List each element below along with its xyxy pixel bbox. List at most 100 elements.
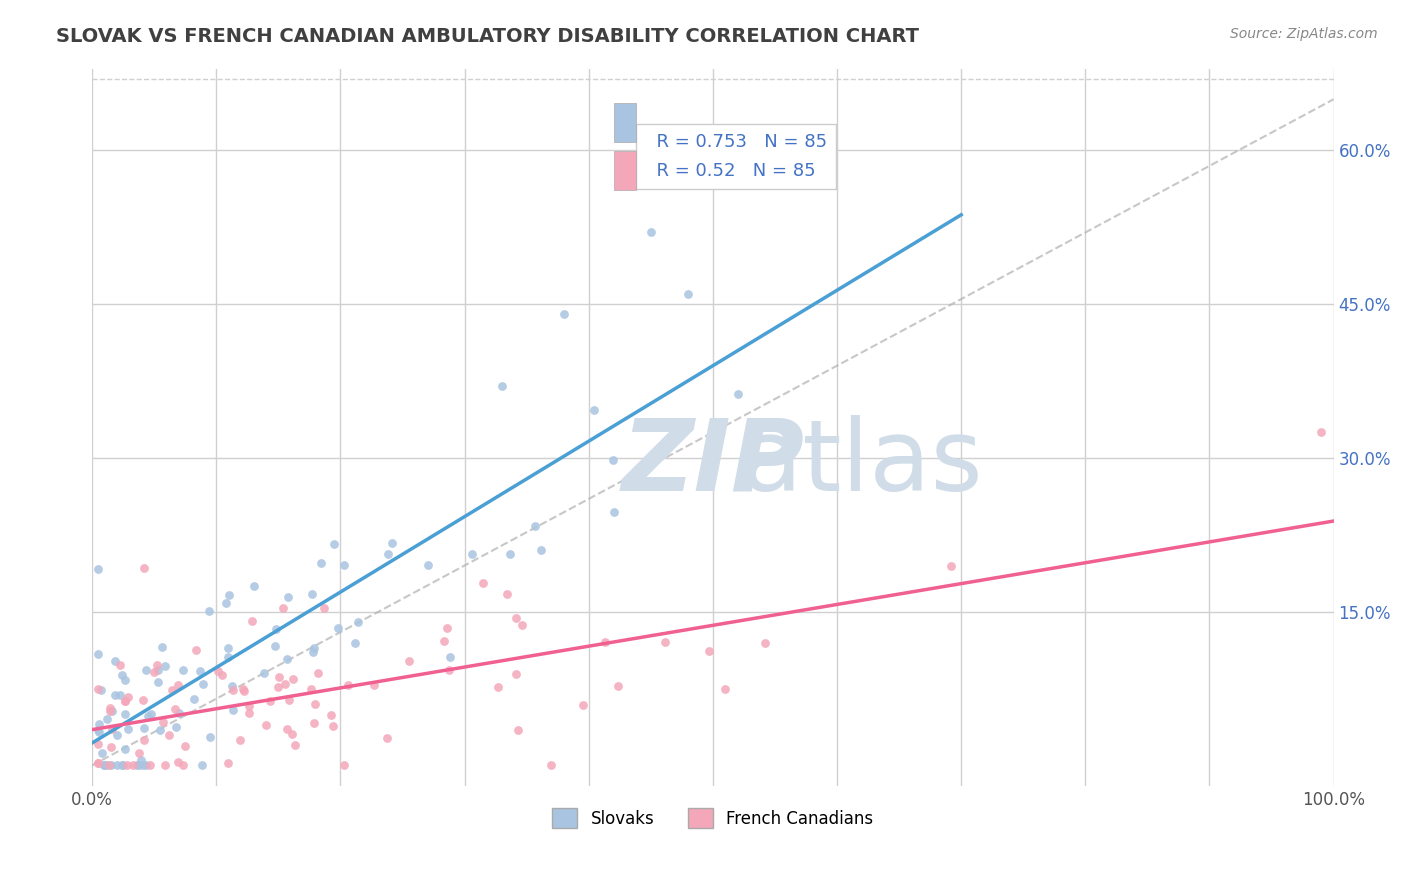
Point <box>142 665 165 680</box>
Text: atlas: atlas <box>741 415 983 511</box>
Point <box>101 722 124 736</box>
Point <box>939 558 962 573</box>
Point <box>238 698 260 713</box>
Point <box>191 677 214 691</box>
Point <box>115 758 138 772</box>
Point <box>111 758 134 772</box>
Point <box>217 640 239 655</box>
Point <box>253 665 276 680</box>
Point <box>93 758 115 772</box>
Point <box>276 652 298 666</box>
Point <box>232 683 254 698</box>
Point <box>121 758 143 772</box>
Point <box>267 670 290 684</box>
Point <box>100 758 122 772</box>
Point <box>238 706 260 721</box>
Point <box>108 689 131 703</box>
Point <box>499 547 522 561</box>
Point <box>322 537 344 551</box>
Point <box>167 706 190 721</box>
Text: Source: ZipAtlas.com: Source: ZipAtlas.com <box>1230 27 1378 41</box>
Point <box>229 733 252 747</box>
Point <box>221 679 243 693</box>
Point <box>505 611 527 625</box>
Point <box>439 663 461 677</box>
Point <box>107 728 129 742</box>
Point <box>572 698 595 712</box>
Point <box>111 758 134 772</box>
Point <box>117 722 139 736</box>
Point <box>273 601 295 615</box>
Point <box>165 720 187 734</box>
Point <box>381 536 404 550</box>
Point <box>211 668 233 682</box>
Point <box>311 556 333 570</box>
Point <box>117 690 139 704</box>
Point <box>416 558 439 572</box>
Point <box>89 725 111 739</box>
Point <box>754 636 776 650</box>
Point <box>1310 425 1333 440</box>
Point <box>301 645 323 659</box>
Point <box>274 677 297 691</box>
Point <box>240 614 263 628</box>
Point <box>530 543 553 558</box>
Point <box>218 588 240 602</box>
Point <box>301 587 323 601</box>
Point <box>186 643 208 657</box>
Point <box>375 731 398 745</box>
Point <box>111 668 134 682</box>
FancyBboxPatch shape <box>613 103 636 143</box>
Point <box>583 403 606 417</box>
Point <box>87 756 110 770</box>
Point <box>344 636 367 650</box>
Point <box>284 738 307 752</box>
Point <box>593 635 616 649</box>
Point <box>714 681 737 696</box>
Point <box>602 453 624 467</box>
Point <box>132 758 155 772</box>
Point <box>322 719 344 733</box>
Point <box>304 640 326 655</box>
Point <box>277 693 299 707</box>
Text: SLOVAK VS FRENCH CANADIAN AMBULATORY DISABILITY CORRELATION CHART: SLOVAK VS FRENCH CANADIAN AMBULATORY DIS… <box>56 27 920 45</box>
Point <box>264 622 287 636</box>
Point <box>553 308 575 322</box>
Point <box>377 547 399 561</box>
Point <box>134 732 156 747</box>
Point <box>107 758 129 772</box>
Point <box>472 575 495 590</box>
Text: ZIP: ZIP <box>621 415 804 511</box>
Point <box>148 674 170 689</box>
Point <box>207 665 229 679</box>
Point <box>152 715 174 730</box>
Point <box>87 737 110 751</box>
Point <box>174 739 197 753</box>
Point <box>155 758 177 772</box>
Point <box>198 730 221 744</box>
Point <box>540 758 562 772</box>
Point <box>110 657 132 672</box>
Point <box>87 716 110 731</box>
Point <box>302 715 325 730</box>
Point <box>160 683 183 698</box>
Point <box>138 758 160 772</box>
Point <box>87 647 110 661</box>
Point <box>87 756 110 770</box>
Point <box>131 752 153 766</box>
Point <box>135 663 157 677</box>
Point <box>727 387 749 401</box>
Point <box>299 682 322 697</box>
Point <box>640 226 662 240</box>
Point <box>486 681 509 695</box>
Point <box>436 621 458 635</box>
Point <box>114 694 136 708</box>
Point <box>87 723 110 738</box>
Point <box>398 654 420 668</box>
Point <box>221 683 243 698</box>
Point <box>433 634 456 648</box>
Point <box>87 562 110 576</box>
Point <box>96 712 118 726</box>
Point <box>267 681 290 695</box>
Text: R = 0.753   N = 85
  R = 0.52   N = 85: R = 0.753 N = 85 R = 0.52 N = 85 <box>644 133 827 180</box>
